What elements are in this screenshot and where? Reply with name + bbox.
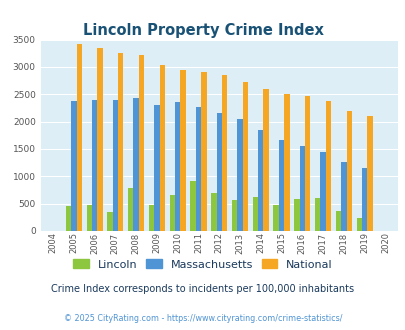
Bar [216,113,222,231]
Bar [97,49,102,231]
Bar [175,103,180,231]
Bar [294,199,299,231]
Bar [149,205,154,231]
Bar [237,119,242,231]
Bar [278,140,284,231]
Bar [361,168,367,231]
Text: Crime Index corresponds to incidents per 100,000 inhabitants: Crime Index corresponds to incidents per… [51,284,354,294]
Bar [154,105,159,231]
Bar [118,53,123,231]
Bar [139,55,144,231]
Bar [356,218,361,231]
Bar [92,100,97,231]
Bar [231,200,237,231]
Bar [180,70,185,231]
Bar [346,111,351,231]
Bar [71,101,77,231]
Bar [86,205,92,231]
Bar [222,75,227,231]
Bar [299,146,304,231]
Bar [273,205,278,231]
Text: © 2025 CityRating.com - https://www.cityrating.com/crime-statistics/: © 2025 CityRating.com - https://www.city… [64,314,341,323]
Bar [242,82,247,231]
Bar [263,89,268,231]
Bar [320,152,325,231]
Bar [195,107,200,231]
Bar [133,98,139,231]
Bar [314,198,320,231]
Bar [190,181,195,231]
Bar [367,116,372,231]
Bar [284,94,289,231]
Bar [128,188,133,231]
Bar [258,130,263,231]
Bar [252,197,258,231]
Bar [107,212,113,231]
Bar [77,44,82,231]
Legend: Lincoln, Massachusetts, National: Lincoln, Massachusetts, National [68,255,337,274]
Text: Lincoln Property Crime Index: Lincoln Property Crime Index [82,23,323,38]
Bar [200,72,206,231]
Bar [325,101,330,231]
Bar [304,96,310,231]
Bar [159,65,164,231]
Bar [211,193,216,231]
Bar [113,100,118,231]
Bar [340,162,346,231]
Bar [66,206,71,231]
Bar [169,195,175,231]
Bar [335,211,340,231]
